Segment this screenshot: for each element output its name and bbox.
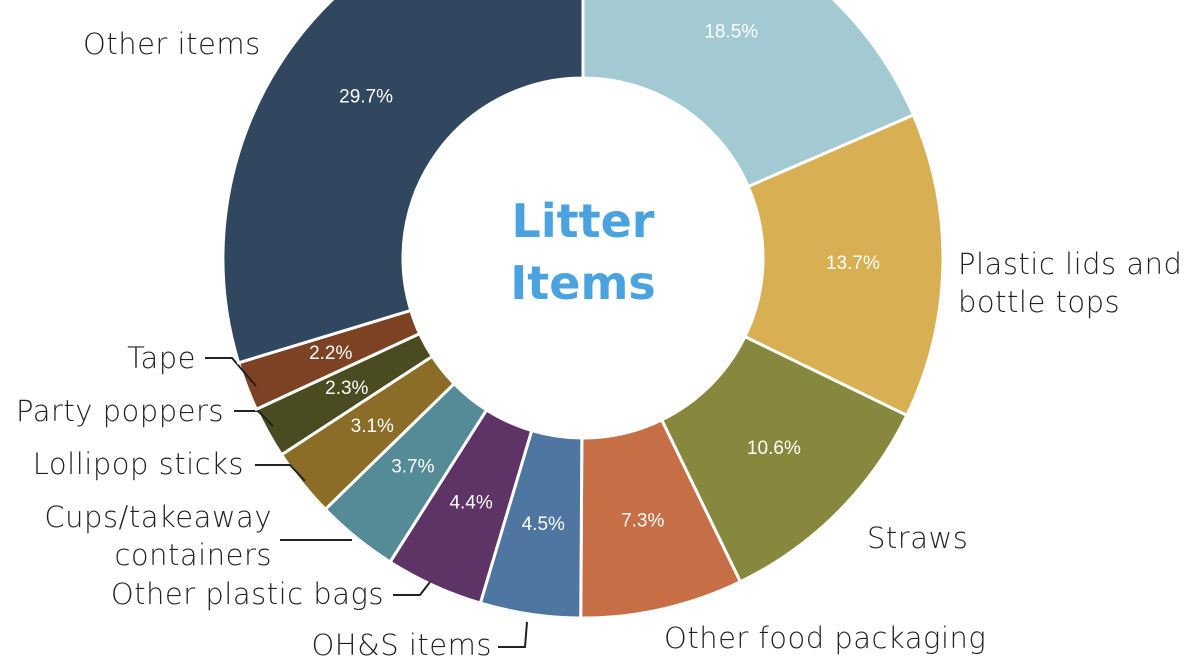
leader-line (205, 357, 257, 387)
category-label: Cups/takeaway containers (44, 500, 272, 572)
value-label: 29.7% (339, 86, 393, 107)
category-label: Other food packaging (664, 621, 987, 655)
category-label: Plastic lids and bottle tops (958, 247, 1183, 319)
value-label: 13.7% (826, 253, 880, 274)
value-label: 4.4% (449, 493, 492, 514)
value-label: 2.2% (309, 343, 352, 364)
category-label: OH&S items (311, 628, 492, 662)
value-label: 3.1% (351, 416, 394, 437)
category-label: Party poppers (16, 394, 224, 428)
category-label: Other plastic bags (110, 577, 384, 611)
value-label: 18.5% (704, 21, 758, 42)
value-label: 3.7% (391, 457, 434, 478)
category-label: Lollipop sticks (32, 447, 244, 481)
value-label: 7.3% (621, 510, 664, 531)
category-label: Straws (867, 521, 969, 555)
category-label: Tape (127, 341, 196, 375)
leader-line (255, 464, 306, 482)
chart-title: Litter Items (510, 194, 656, 310)
donut-segment (659, 334, 909, 584)
donut-segment (581, 0, 916, 189)
leader-line (234, 410, 274, 427)
donut-segment (221, 0, 585, 365)
value-label: 10.6% (747, 438, 801, 459)
donut-segment (742, 113, 945, 418)
value-label: 4.5% (522, 514, 565, 535)
leader-line (393, 581, 431, 596)
category-label: Other items (83, 27, 261, 61)
value-label: 2.3% (325, 378, 368, 399)
leader-line (498, 621, 528, 648)
